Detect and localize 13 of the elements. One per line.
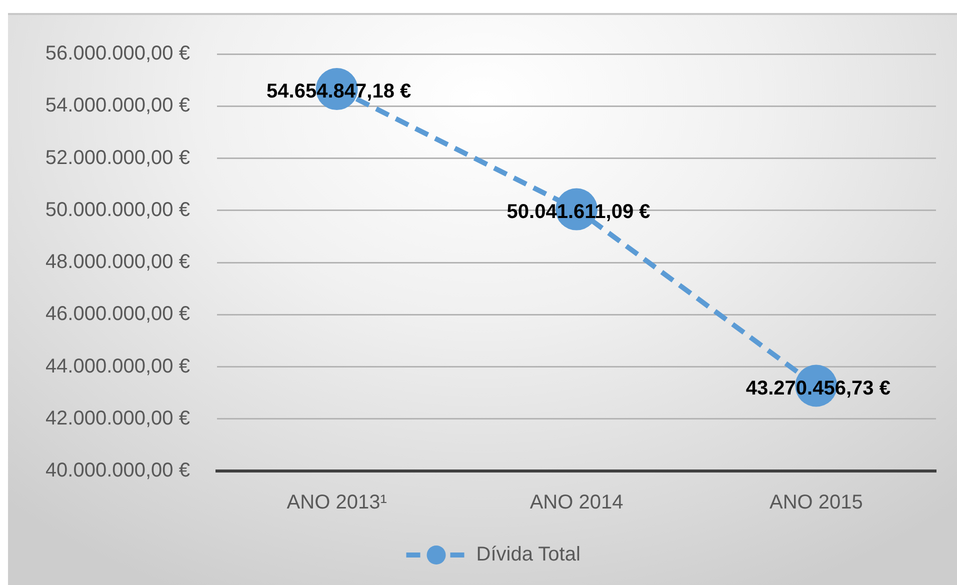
y-tick-label: 50.000.000,00 € bbox=[45, 198, 190, 221]
x-tick-label: ANO 2015 bbox=[769, 492, 863, 514]
y-tick-label: 48.000.000,00 € bbox=[45, 251, 190, 274]
y-tick-label: 44.000.000,00 € bbox=[45, 355, 190, 378]
y-tick-label: 52.000.000,00 € bbox=[45, 146, 190, 169]
y-tick-label: 54.000.000,00 € bbox=[45, 94, 190, 117]
legend-label: Dívida Total bbox=[476, 544, 580, 566]
x-tick-label: ANO 2014 bbox=[530, 492, 624, 514]
y-tick-label: 56.000.000,00 € bbox=[45, 42, 190, 65]
y-tick-label: 42.000.000,00 € bbox=[45, 407, 190, 430]
y-tick-label: 46.000.000,00 € bbox=[45, 303, 190, 326]
x-tick-label: ANO 2013¹ bbox=[286, 492, 388, 514]
y-tick-label: 40.000.000,00 € bbox=[45, 460, 190, 482]
